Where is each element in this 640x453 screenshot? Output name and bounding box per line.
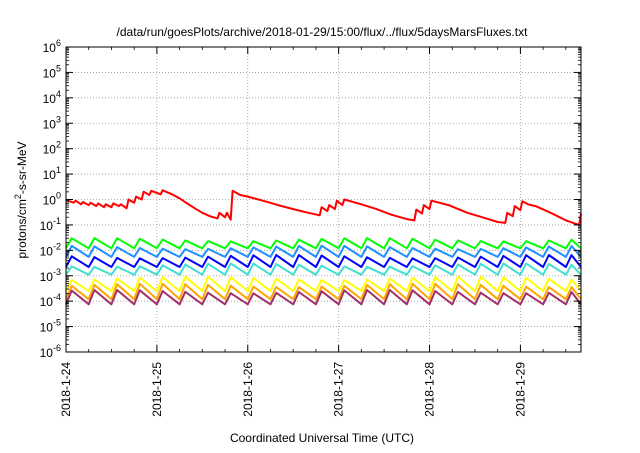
y-tick-label: 101 [43, 165, 61, 182]
y-tick-exponent: -3 [53, 267, 61, 277]
y-tick-base: 10 [43, 66, 57, 80]
y-tick-exponent: -4 [53, 292, 61, 302]
plot-frame [65, 46, 582, 353]
y-tick-label: 104 [43, 89, 61, 106]
x-tick-label: 2018-1-28 [423, 362, 437, 417]
chart-title: /data/run/goesPlots/archive/2018-01-29/1… [117, 25, 529, 39]
y-tick-label: 106 [43, 38, 61, 55]
y-tick-base: 10 [40, 295, 54, 309]
y-axis-title: protons/cm2-s-sr-MeV [13, 141, 29, 258]
series-line-1 [65, 237, 582, 250]
y-tick-base: 10 [43, 143, 57, 157]
y-tick-exponent: 0 [56, 191, 61, 201]
y-tick-label: 10-4 [40, 292, 61, 309]
series-line-7 [65, 289, 582, 306]
y-tick-label: 102 [43, 140, 61, 157]
y-tick-exponent: 4 [56, 89, 61, 99]
y-tick-exponent: -2 [53, 241, 61, 251]
axes: 10-610-510-410-310-210-11001011021031041… [40, 38, 582, 417]
y-tick-label: 10-5 [40, 318, 61, 335]
y-tick-base: 10 [40, 321, 54, 335]
y-tick-exponent: -6 [53, 343, 61, 353]
y-tick-base: 10 [40, 244, 54, 258]
y-axis-title-rest: -s-sr-MeV [15, 141, 29, 194]
y-axis-title-base: protons/cm [15, 199, 29, 258]
x-tick-label: 2018-1-29 [513, 362, 527, 417]
series-line-6 [65, 282, 582, 301]
y-axis-title-sup: 2 [13, 194, 23, 199]
y-tick-base: 10 [40, 270, 54, 284]
series-layer [65, 189, 582, 306]
series-line-3 [65, 254, 582, 268]
y-tick-base: 10 [40, 219, 54, 233]
y-tick-base: 10 [43, 41, 57, 55]
series-line-4 [65, 262, 582, 276]
y-tick-label: 100 [43, 191, 61, 208]
y-tick-exponent: -5 [53, 318, 61, 328]
y-tick-exponent: 3 [56, 114, 61, 124]
y-tick-label: 10-2 [40, 241, 61, 258]
grid [66, 47, 581, 352]
series-line-5 [65, 275, 582, 293]
x-tick-label: 2018-1-25 [150, 362, 164, 417]
y-tick-label: 105 [43, 63, 61, 80]
y-tick-exponent: 1 [56, 165, 61, 175]
y-tick-label: 103 [43, 114, 61, 131]
series-line-2 [65, 244, 582, 258]
y-tick-base: 10 [40, 346, 54, 360]
y-tick-exponent: 5 [56, 63, 61, 73]
y-tick-base: 10 [43, 194, 57, 208]
y-tick-label: 10-3 [40, 267, 61, 284]
series-line-0 [65, 189, 582, 226]
x-axis-title: Coordinated Universal Time (UTC) [230, 431, 414, 445]
y-tick-exponent: 2 [56, 140, 61, 150]
y-tick-label: 10-1 [40, 216, 61, 233]
y-tick-exponent: -1 [53, 216, 61, 226]
x-tick-label: 2018-1-26 [241, 362, 255, 417]
x-tick-label: 2018-1-27 [332, 362, 346, 417]
x-tick-label: 2018-1-24 [59, 362, 73, 417]
y-tick-base: 10 [43, 168, 57, 182]
y-tick-exponent: 6 [56, 38, 61, 48]
y-tick-label: 10-6 [40, 343, 61, 360]
y-tick-base: 10 [43, 92, 57, 106]
y-tick-base: 10 [43, 117, 57, 131]
